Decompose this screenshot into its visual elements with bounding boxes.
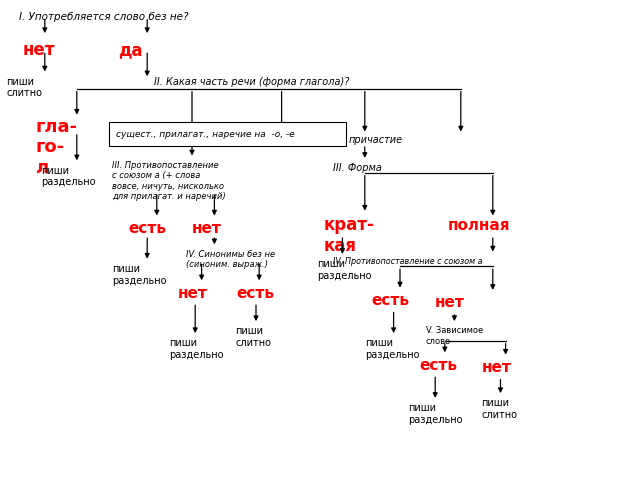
Text: III. Противопоставление
с союзом а (+ слова
вовсе, ничуть, нисколько
для прилага: III. Противопоставление с союзом а (+ сл… xyxy=(112,161,226,201)
Text: пиши
слитно: пиши слитно xyxy=(481,398,517,420)
Text: нет: нет xyxy=(22,41,55,59)
Text: есть: есть xyxy=(419,358,457,372)
Text: пиши
раздельно: пиши раздельно xyxy=(365,338,419,360)
Text: IV. Синонимы без не
(синоним. выраж.): IV. Синонимы без не (синоним. выраж.) xyxy=(186,250,275,269)
Text: есть: есть xyxy=(128,221,166,236)
Text: причастие: причастие xyxy=(349,135,403,145)
Text: нет: нет xyxy=(482,360,512,375)
Text: пиши
слитно: пиши слитно xyxy=(236,326,271,348)
Text: пиши
раздельно: пиши раздельно xyxy=(317,259,371,281)
Text: нет: нет xyxy=(192,221,222,236)
FancyBboxPatch shape xyxy=(109,122,346,146)
Text: V. Зависимое
слово: V. Зависимое слово xyxy=(426,326,483,346)
Text: пиши
раздельно: пиши раздельно xyxy=(42,166,96,187)
Text: IV. Противопоставление с союзом а: IV. Противопоставление с союзом а xyxy=(333,257,483,266)
Text: сущест., прилагат., наречие на  -о, -е: сущест., прилагат., наречие на -о, -е xyxy=(116,130,295,139)
Text: есть: есть xyxy=(237,286,275,300)
Text: пиши
раздельно: пиши раздельно xyxy=(408,403,463,425)
Text: нет: нет xyxy=(435,295,465,310)
Text: пиши
слитно: пиши слитно xyxy=(6,77,42,98)
Text: да: да xyxy=(118,41,143,59)
Text: крат-
кая: крат- кая xyxy=(323,216,374,255)
Text: I. Употребляется слово без не?: I. Употребляется слово без не? xyxy=(19,12,189,22)
Text: II. Какая часть речи (форма глагола)?: II. Какая часть речи (форма глагола)? xyxy=(154,77,349,87)
Text: полная: полная xyxy=(448,218,511,233)
Text: пиши
раздельно: пиши раздельно xyxy=(112,264,166,286)
Text: III. Форма: III. Форма xyxy=(333,163,381,173)
Text: пиши
раздельно: пиши раздельно xyxy=(170,338,224,360)
Text: есть: есть xyxy=(371,293,409,308)
Text: гла-
го-
л: гла- го- л xyxy=(35,118,77,177)
Text: нет: нет xyxy=(178,286,208,300)
